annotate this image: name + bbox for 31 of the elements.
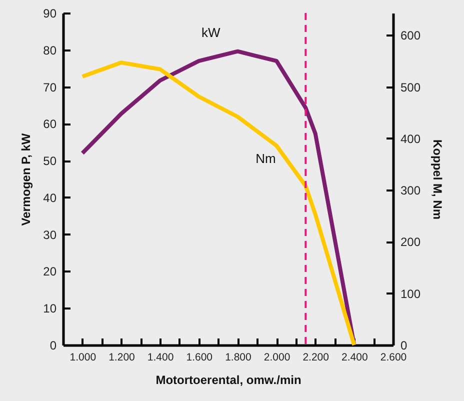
y-tick-label: 30 — [43, 228, 57, 242]
x-tick-label: 1.000 — [70, 352, 96, 364]
x-tick-label: 1.400 — [147, 352, 174, 364]
y-tick-label: 50 — [43, 154, 57, 168]
x-tick-label: 2.000 — [264, 352, 290, 364]
x-tick-label: 2.200 — [302, 352, 330, 364]
y2-tick-label: 100 — [400, 286, 421, 301]
x-tick-label: 1.800 — [225, 352, 252, 364]
series-label: Nm — [256, 150, 276, 166]
y2-tick-label: 200 — [400, 235, 421, 250]
y2-tick-label: 500 — [400, 80, 421, 94]
y2-tick-label: 600 — [400, 28, 421, 43]
x-tick-label: 2.600 — [380, 352, 407, 364]
x-tick-label: 1.200 — [108, 352, 136, 364]
y2-axis-title: Koppel M, Nm — [430, 140, 445, 220]
x-axis-title: Motortoerental, omw./min — [156, 373, 302, 387]
y-tick-label: 20 — [43, 264, 57, 279]
y-tick-label: 80 — [43, 43, 57, 58]
y2-tick-label: 300 — [400, 184, 421, 198]
y-tick-label: 40 — [43, 190, 57, 205]
x-tick-label: 2.400 — [342, 352, 368, 364]
y-tick-label: 90 — [43, 6, 57, 20]
y-tick-label: 70 — [43, 80, 57, 94]
series-label: kW — [201, 24, 221, 40]
y-tick-label: 0 — [50, 338, 57, 352]
y-tick-label: 10 — [43, 302, 57, 316]
y-tick-label: 60 — [43, 117, 57, 132]
y-axis-title: Vermogen P, kW — [19, 132, 34, 226]
y2-tick-label: 0 — [400, 338, 408, 352]
x-tick-label: 1.600 — [186, 352, 213, 364]
y2-tick-label: 400 — [400, 132, 421, 146]
